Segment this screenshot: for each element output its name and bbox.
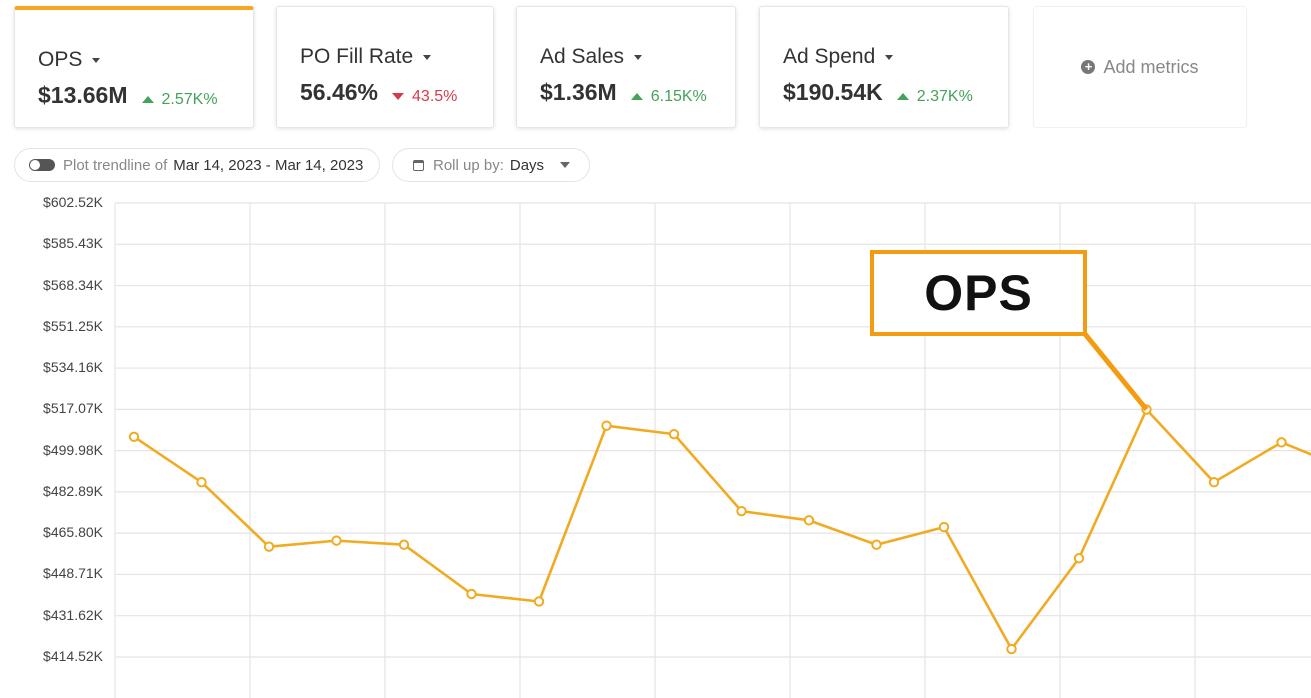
data-point[interactable] bbox=[601, 420, 612, 431]
y-tick-label: $534.16K bbox=[43, 359, 103, 376]
y-tick-label: $499.98K bbox=[43, 441, 103, 458]
chevron-down-icon[interactable] bbox=[885, 54, 894, 60]
metric-delta: 6.15K% bbox=[630, 88, 707, 106]
y-tick-label: $431.62K bbox=[43, 606, 103, 623]
data-point[interactable] bbox=[871, 539, 882, 550]
data-point[interactable] bbox=[398, 539, 410, 550]
data-point[interactable] bbox=[938, 521, 950, 533]
y-tick-label: $414.52K bbox=[43, 647, 103, 664]
series-line bbox=[133, 408, 1311, 651]
y-tick-label: $551.25K bbox=[43, 317, 103, 334]
data-point[interactable] bbox=[533, 596, 545, 607]
data-point[interactable] bbox=[668, 428, 680, 440]
metric-name[interactable]: OPS bbox=[38, 48, 101, 72]
rollup-value: Days bbox=[509, 156, 545, 174]
metric-delta: 2.37K% bbox=[896, 88, 973, 106]
data-point[interactable] bbox=[128, 431, 140, 442]
y-tick-label: $568.34K bbox=[43, 276, 103, 293]
arrow-up-icon bbox=[630, 93, 643, 100]
metric-value: 56.46% bbox=[300, 79, 379, 105]
chevron-down-icon[interactable] bbox=[423, 54, 432, 60]
rollup-dropdown[interactable]: Roll up by: Days bbox=[392, 148, 590, 182]
metric-card-ad-sales[interactable]: Ad Sales $1.36M 6.15K% bbox=[516, 6, 736, 128]
arrow-up-icon bbox=[896, 93, 909, 100]
arrow-down-icon bbox=[392, 93, 405, 100]
data-point[interactable] bbox=[736, 505, 747, 517]
metric-card-ops[interactable]: OPS $13.66M 2.57K% bbox=[14, 6, 254, 128]
y-tick-label: $585.43K bbox=[43, 235, 103, 252]
trendline-date-range[interactable]: Mar 14, 2023 - Mar 14, 2023 bbox=[173, 156, 364, 174]
metric-card-po-fill-rate[interactable]: PO Fill Rate 56.46% 43.5% bbox=[276, 6, 494, 128]
y-tick-label: $465.80K bbox=[43, 524, 103, 541]
metric-name[interactable]: PO Fill Rate bbox=[300, 45, 432, 69]
metric-card-ad-spend[interactable]: Ad Spend $190.54K 2.37K% bbox=[759, 6, 1009, 128]
data-point[interactable] bbox=[263, 541, 275, 552]
callout-leader-line bbox=[1083, 332, 1149, 412]
metric-value: $1.36M bbox=[540, 79, 617, 105]
ops-callout: OPS bbox=[870, 250, 1087, 336]
metric-name[interactable]: Ad Sales bbox=[540, 45, 643, 69]
metric-delta: 2.57K% bbox=[141, 91, 218, 109]
chart-marks bbox=[128, 332, 1311, 655]
data-point[interactable] bbox=[803, 515, 815, 526]
data-point[interactable] bbox=[196, 476, 207, 488]
metric-delta: 43.5% bbox=[392, 88, 457, 106]
data-point[interactable] bbox=[1276, 437, 1287, 448]
plus-circle-icon: + bbox=[1081, 60, 1096, 74]
chart-grid bbox=[114, 202, 1311, 698]
data-point[interactable] bbox=[466, 588, 477, 600]
chevron-down-icon bbox=[560, 162, 571, 168]
data-point[interactable] bbox=[1208, 476, 1220, 488]
data-point[interactable] bbox=[1006, 643, 1017, 655]
y-tick-label: $602.52K bbox=[43, 194, 103, 210]
chevron-down-icon[interactable] bbox=[634, 54, 643, 60]
calendar-icon bbox=[413, 159, 424, 171]
arrow-up-icon bbox=[141, 96, 154, 103]
y-tick-label: $448.71K bbox=[43, 565, 103, 582]
metric-value: $13.66M bbox=[38, 82, 128, 108]
y-tick-label: $482.89K bbox=[43, 482, 103, 499]
data-point[interactable] bbox=[1073, 553, 1085, 564]
metric-name[interactable]: Ad Spend bbox=[783, 45, 894, 69]
trendline-toggle[interactable]: Plot trendline of Mar 14, 2023 - Mar 14,… bbox=[14, 148, 380, 182]
y-tick-label: $517.07K bbox=[43, 400, 103, 417]
chevron-down-icon[interactable] bbox=[92, 57, 101, 63]
add-metrics-button[interactable]: + Add metrics bbox=[1033, 6, 1247, 128]
data-point[interactable] bbox=[331, 535, 342, 546]
toggle-icon[interactable] bbox=[29, 159, 55, 171]
metric-value: $190.54K bbox=[783, 79, 883, 105]
